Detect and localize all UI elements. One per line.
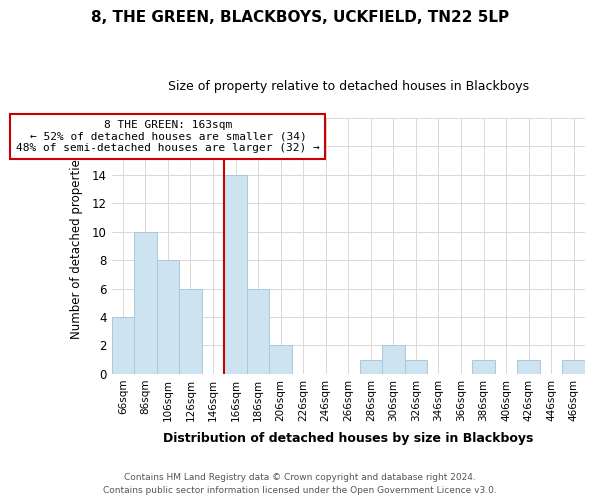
Title: Size of property relative to detached houses in Blackboys: Size of property relative to detached ho… [167,80,529,93]
Bar [157,260,179,374]
Bar [112,317,134,374]
Bar [134,232,157,374]
Bar [404,360,427,374]
Bar [224,174,247,374]
Text: 8, THE GREEN, BLACKBOYS, UCKFIELD, TN22 5LP: 8, THE GREEN, BLACKBOYS, UCKFIELD, TN22 … [91,10,509,25]
Bar [382,346,404,374]
Bar [247,288,269,374]
Text: 8 THE GREEN: 163sqm
← 52% of detached houses are smaller (34)
48% of semi-detach: 8 THE GREEN: 163sqm ← 52% of detached ho… [16,120,320,153]
Bar [562,360,585,374]
Y-axis label: Number of detached properties: Number of detached properties [70,153,83,339]
Bar [179,288,202,374]
Bar [472,360,495,374]
Text: Contains HM Land Registry data © Crown copyright and database right 2024.
Contai: Contains HM Land Registry data © Crown c… [103,474,497,495]
X-axis label: Distribution of detached houses by size in Blackboys: Distribution of detached houses by size … [163,432,533,445]
Bar [269,346,292,374]
Bar [517,360,540,374]
Bar [359,360,382,374]
